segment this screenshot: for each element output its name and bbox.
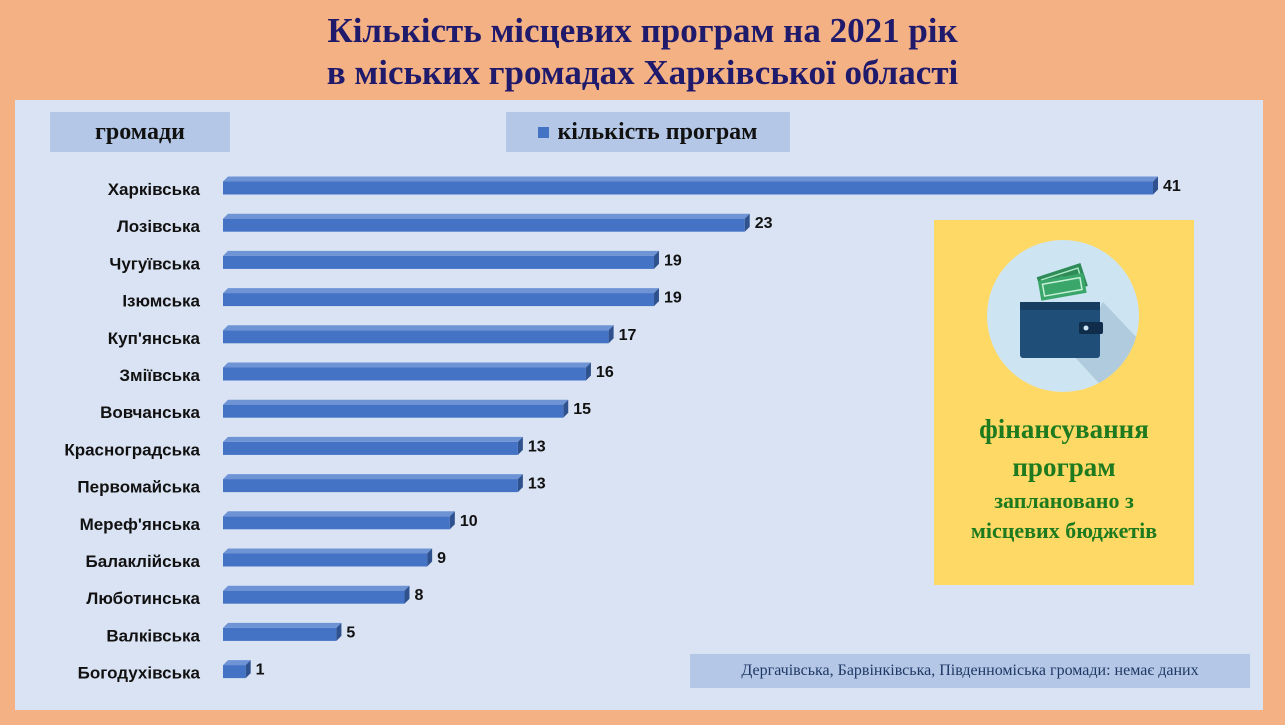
financing-line-2: програм <box>1012 452 1116 482</box>
category-label: Чугуївська <box>109 254 200 273</box>
bar <box>223 553 428 567</box>
bar-top-face <box>223 585 410 591</box>
bar-side-face <box>404 585 410 604</box>
bar-top-face <box>223 511 455 517</box>
data-label: 8 <box>414 587 423 604</box>
category-label: Богодухівська <box>78 664 201 683</box>
category-label: Зміївська <box>119 366 200 385</box>
category-label: Куп'янська <box>108 329 201 348</box>
category-header: громади <box>50 112 230 152</box>
bar-top-face <box>223 548 433 554</box>
bar-top-face <box>223 176 1158 182</box>
bar-top-face <box>223 474 523 480</box>
bar <box>223 627 337 641</box>
bar <box>223 255 654 269</box>
bar-side-face <box>744 213 750 232</box>
category-label: Вовчанська <box>100 403 200 422</box>
bar <box>223 665 246 679</box>
bar-top-face <box>223 213 750 219</box>
bar-top-face <box>223 436 523 442</box>
data-label: 41 <box>1163 178 1181 195</box>
legend: кількість програм <box>506 112 790 152</box>
financing-line-3: заплановано з <box>994 488 1134 513</box>
bar-top-face <box>223 325 614 331</box>
title-line-2: в міських громадах Харківської області <box>326 53 959 92</box>
bar-side-face <box>653 288 659 307</box>
data-label: 13 <box>528 476 546 493</box>
category-label: Ізюмська <box>122 292 200 311</box>
financing-info-box: фінансування програм заплановано з місце… <box>934 220 1194 585</box>
bar-side-face <box>449 511 455 530</box>
bar-top-face <box>223 622 342 628</box>
data-label: 13 <box>528 438 546 455</box>
category-label: Валківська <box>106 626 200 645</box>
bar <box>223 516 450 530</box>
chart-panel: громади кількість програм Харківська 41 Ло… <box>15 100 1263 710</box>
data-label: 5 <box>346 624 355 641</box>
category-label: Балаклійська <box>86 552 201 571</box>
wallet-icon <box>987 240 1139 392</box>
bar <box>223 218 745 232</box>
bar <box>223 181 1153 195</box>
data-label: 9 <box>437 550 446 567</box>
no-data-note-text: Дергачівська, Барвінківська, Південноміс… <box>741 662 1199 679</box>
bar-side-face <box>336 622 342 641</box>
bar-side-face <box>245 660 251 679</box>
bar <box>223 441 518 455</box>
bar <box>223 330 609 344</box>
bar-side-face <box>608 325 614 344</box>
data-label: 23 <box>755 215 773 232</box>
no-data-note: Дергачівська, Барвінківська, Південноміс… <box>690 654 1250 688</box>
bar-side-face <box>1153 176 1158 195</box>
financing-line-1: фінансування <box>979 414 1149 444</box>
category-label: Харківська <box>108 180 201 199</box>
bar-side-face <box>653 250 659 269</box>
bar <box>223 293 654 307</box>
category-header-label: громади <box>95 118 185 145</box>
bar-top-face <box>223 250 659 256</box>
bar <box>223 367 586 381</box>
category-label: Лозівська <box>117 217 201 236</box>
bar-top-face <box>223 362 591 368</box>
bar-side-face <box>517 474 523 493</box>
data-label: 19 <box>664 252 682 269</box>
bar-top-face <box>223 288 659 294</box>
data-label: 19 <box>664 290 682 307</box>
bar-top-face <box>223 660 251 666</box>
bar-top-face <box>223 399 569 405</box>
bar-side-face <box>427 548 433 567</box>
bar <box>223 479 518 493</box>
category-label: Мереф'янська <box>80 515 201 534</box>
financing-line-4: місцевих бюджетів <box>970 518 1158 543</box>
legend-swatch <box>538 126 550 138</box>
data-label: 15 <box>573 401 591 418</box>
bar-side-face <box>517 436 523 455</box>
category-label: Люботинська <box>86 589 200 608</box>
bar-side-face <box>563 399 569 418</box>
bar <box>223 404 564 418</box>
data-label: 16 <box>596 364 614 381</box>
category-label: Первомайська <box>77 478 200 497</box>
data-label: 10 <box>460 513 478 530</box>
title-line-1: Кількість місцевих програм на 2021 рік <box>327 11 958 50</box>
data-label: 1 <box>256 662 265 679</box>
legend-label: кількість програм <box>557 118 758 145</box>
bar <box>223 590 405 604</box>
category-label: Красноградська <box>64 440 200 459</box>
data-label: 17 <box>619 327 637 344</box>
bar-side-face <box>585 362 591 381</box>
financing-text: фінансування програм заплановано з місце… <box>934 410 1194 546</box>
chart-title: Кількість місцевих програм на 2021 рік в… <box>0 10 1285 94</box>
